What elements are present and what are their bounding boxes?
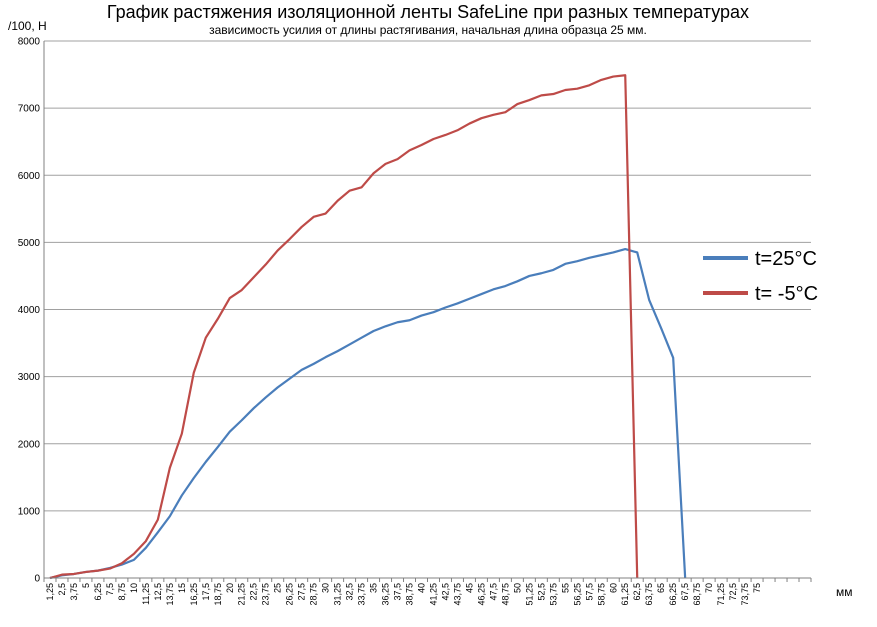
x-tick-label: 3,75 (69, 583, 79, 601)
series-line (49, 247, 687, 580)
x-tick-label: 8,75 (117, 583, 127, 601)
chart-subtitle: зависимость усилия от длины растягивания… (209, 23, 647, 37)
x-tick-label: 10 (129, 583, 139, 593)
y-tick-label: 0 (34, 574, 40, 585)
y-tick-label: 2000 (18, 439, 41, 450)
x-tick-label: 28,75 (309, 583, 319, 606)
x-tick-label: 21,25 (237, 583, 247, 606)
legend-label: t=25°C (755, 248, 817, 270)
x-tick-label: 15 (177, 583, 187, 593)
x-tick-label: 13,75 (165, 583, 175, 606)
x-tick-label: 60 (608, 583, 618, 593)
x-tick-label: 41,25 (428, 583, 438, 606)
x-tick-label: 53,75 (548, 583, 558, 606)
x-tick-label: 35 (369, 583, 379, 593)
x-tick-label: 31,25 (333, 583, 343, 606)
x-tick-label: 73,75 (740, 583, 750, 606)
x-tick-label: 33,75 (357, 583, 367, 606)
x-tick-label: 63,75 (644, 583, 654, 606)
chart-title: График растяжения изоляционной ленты Saf… (107, 2, 749, 22)
x-tick-label: 16,25 (189, 583, 199, 606)
x-tick-label: 72,5 (728, 583, 738, 601)
x-tick-label: 7,5 (105, 583, 115, 596)
legend-label: t= -5°C (755, 283, 818, 305)
x-tick-label: 66,25 (668, 583, 678, 606)
x-tick-label: 70 (704, 583, 714, 593)
x-tick-label: 22,5 (249, 583, 259, 601)
x-tick-label: 12,5 (153, 583, 163, 601)
x-tick-label: 50 (512, 583, 522, 593)
x-tick-label: 58,75 (596, 583, 606, 606)
y-axis-label: /100, Н (8, 19, 47, 33)
x-tick-label: 1,25 (45, 583, 55, 601)
x-tick-label: 32,5 (345, 583, 355, 601)
x-tick-label: 38,75 (405, 583, 415, 606)
x-tick-label: 55 (560, 583, 570, 593)
x-tick-label: 17,5 (201, 583, 211, 601)
x-tick-label: 37,5 (393, 583, 403, 601)
x-tick-label: 40 (417, 583, 427, 593)
x-tick-label: 68,75 (692, 583, 702, 606)
x-tick-label: 52,5 (536, 583, 546, 601)
x-tick-label: 67,5 (680, 583, 690, 601)
x-tick-label: 20 (225, 583, 235, 593)
x-tick-label: 43,75 (452, 583, 462, 606)
x-tick-label: 30 (321, 583, 331, 593)
x-tick-label: 6,25 (93, 583, 103, 601)
y-tick-label: 8000 (18, 37, 41, 48)
x-tick-label: 23,75 (261, 583, 271, 606)
x-tick-label: 48,75 (500, 583, 510, 606)
x-tick-label: 65 (656, 583, 666, 593)
x-tick-label: 18,75 (213, 583, 223, 606)
y-tick-label: 1000 (18, 506, 41, 517)
series-line (49, 74, 639, 580)
x-tick-label: 57,5 (584, 583, 594, 601)
x-tick-label: 51,25 (524, 583, 534, 606)
x-tick-label: 45 (464, 583, 474, 593)
y-tick-label: 3000 (18, 372, 41, 383)
y-tick-label: 7000 (18, 104, 41, 115)
x-tick-label: 27,5 (297, 583, 307, 601)
x-tick-label: 56,25 (572, 583, 582, 606)
x-tick-label: 11,25 (141, 583, 151, 605)
x-tick-label: 61,25 (620, 583, 630, 606)
x-tick-label: 75 (752, 583, 762, 593)
x-tick-label: 2,5 (57, 583, 67, 596)
x-tick-label: 42,5 (440, 583, 450, 601)
x-tick-label: 36,25 (381, 583, 391, 606)
x-tick-label: 47,5 (488, 583, 498, 601)
y-tick-label: 5000 (18, 238, 41, 249)
x-tick-label: 46,25 (476, 583, 486, 606)
x-tick-label: 5 (81, 583, 91, 588)
x-tick-label: 25 (273, 583, 283, 593)
x-tick-label: 62,5 (632, 583, 642, 601)
y-tick-label: 4000 (18, 305, 41, 316)
x-tick-label: 71,25 (716, 583, 726, 606)
y-tick-label: 6000 (18, 171, 41, 182)
x-tick-label: 26,25 (285, 583, 295, 606)
x-axis-label: мм (836, 585, 853, 599)
